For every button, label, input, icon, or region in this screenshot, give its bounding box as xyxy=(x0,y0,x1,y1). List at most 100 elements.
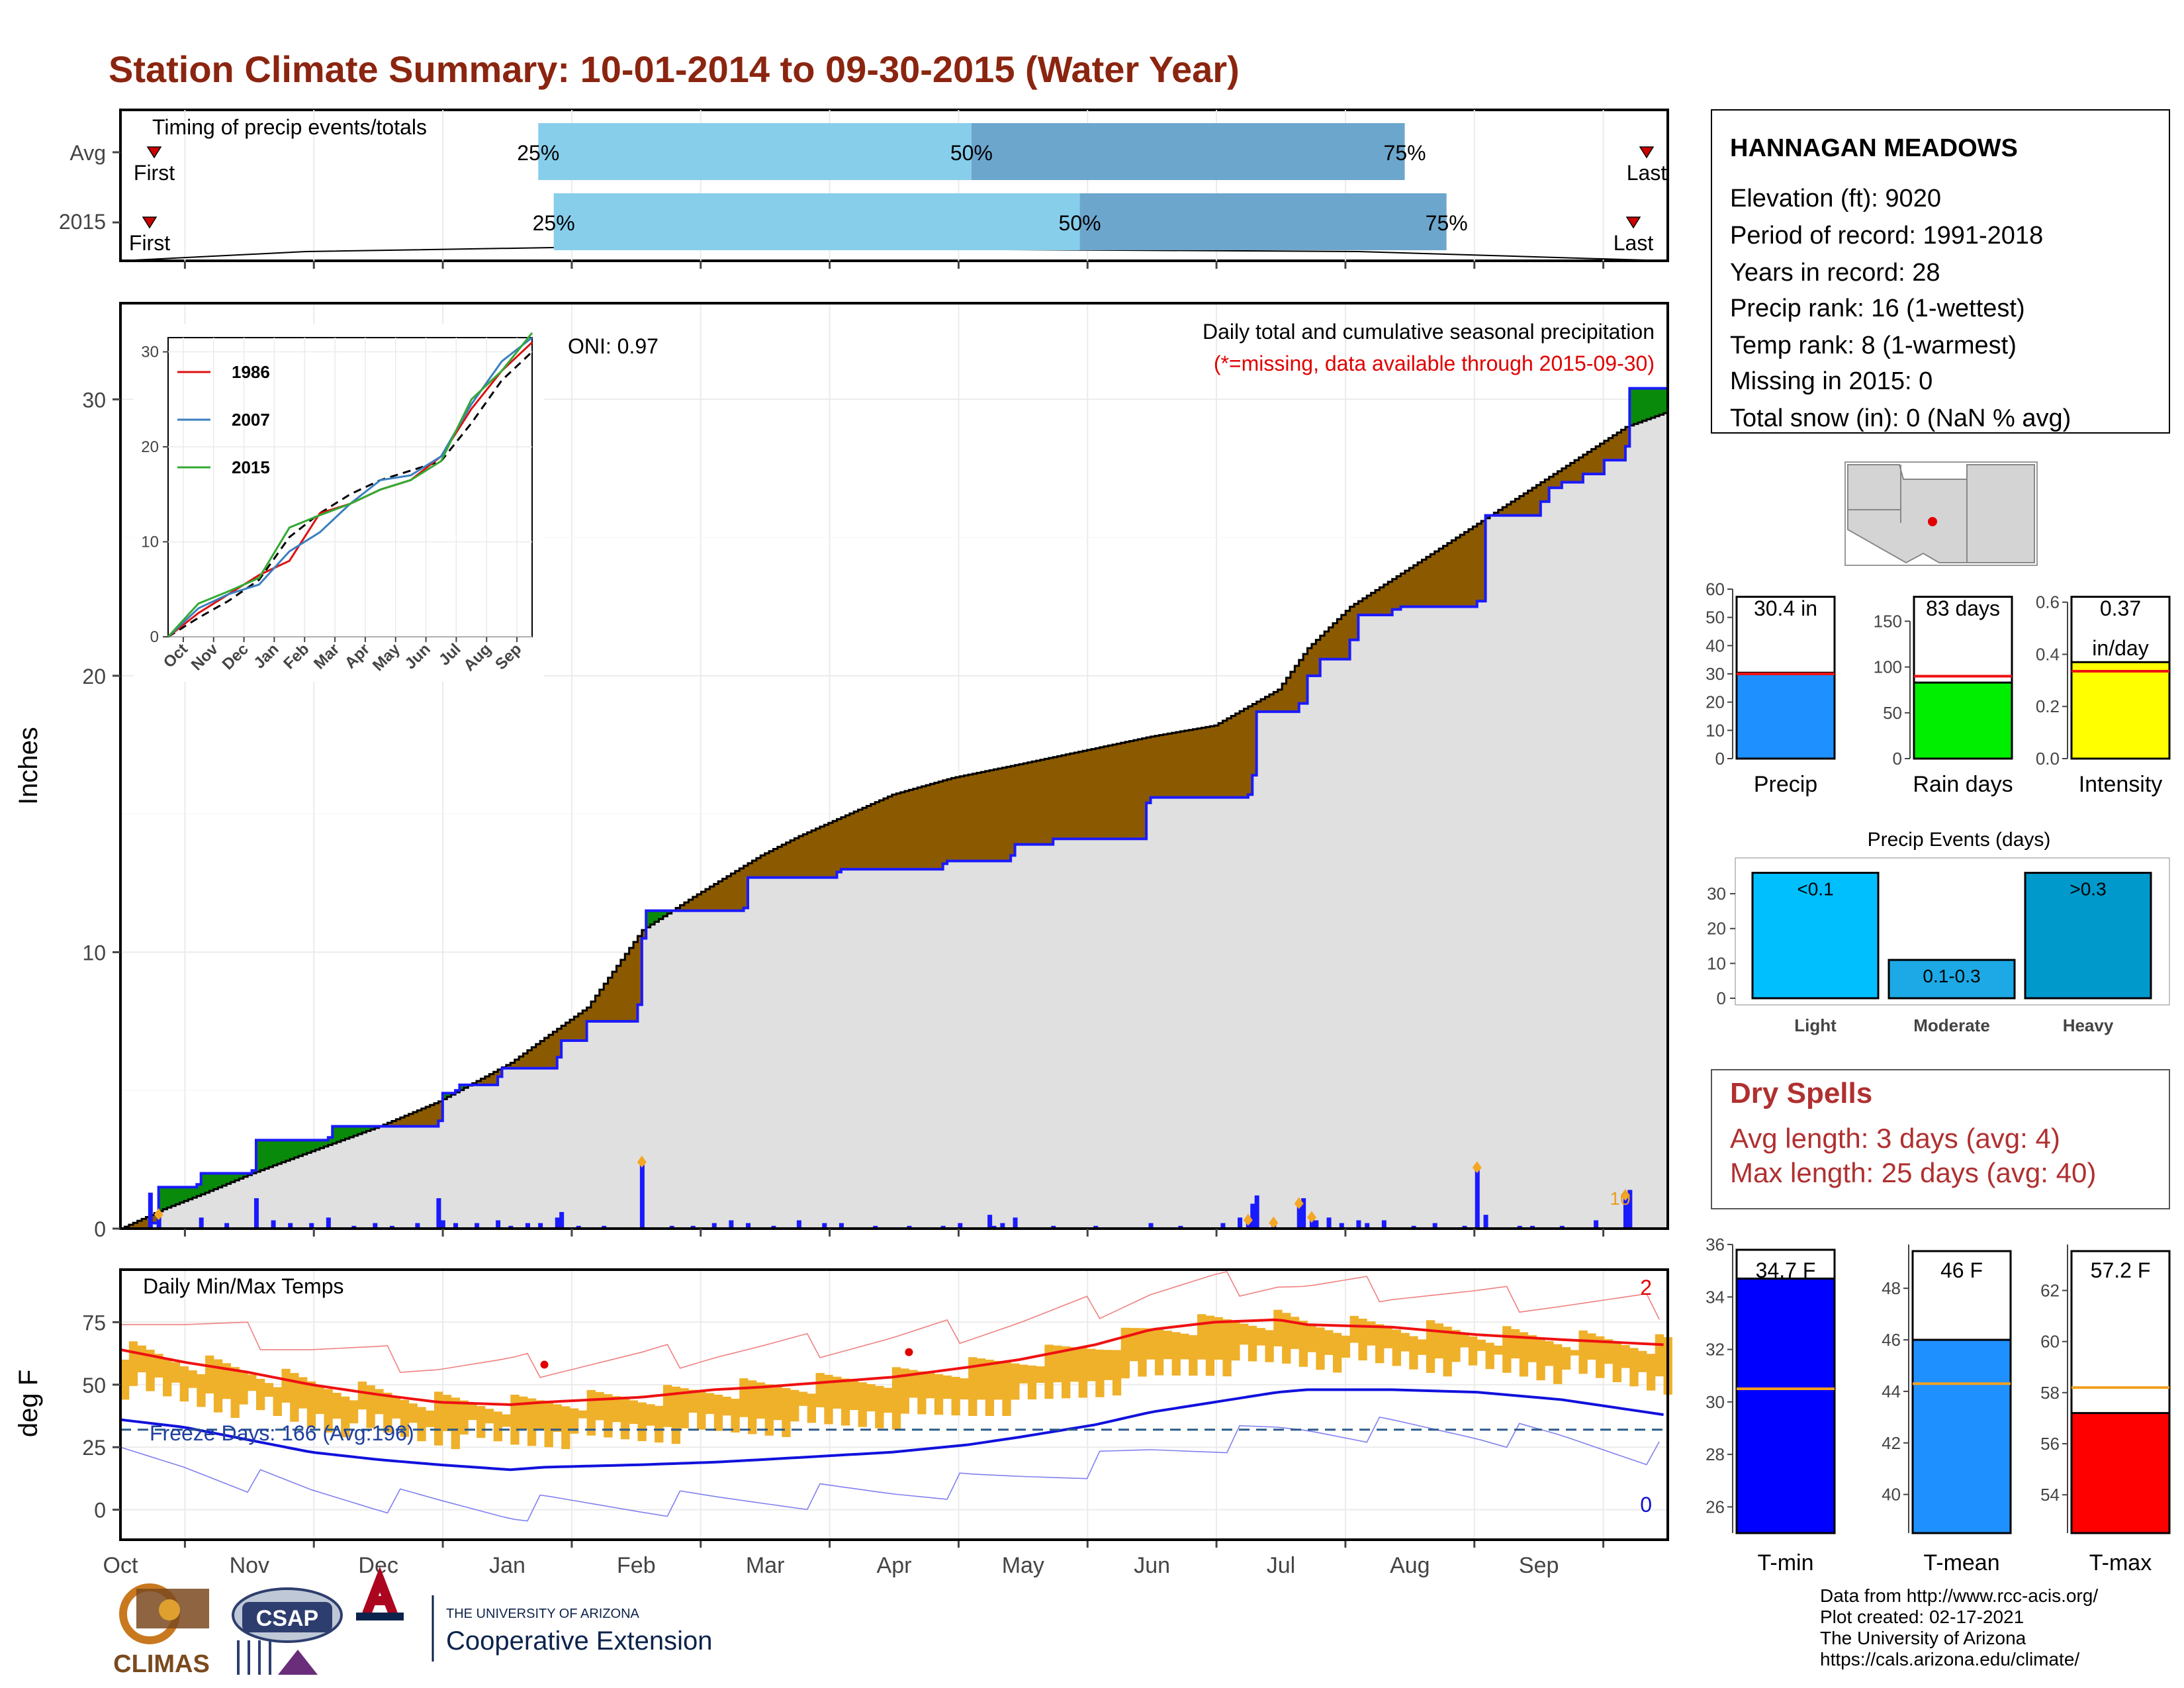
daily-temp-range xyxy=(1062,1346,1071,1399)
deficit-area xyxy=(718,881,723,911)
deficit-area xyxy=(989,770,995,861)
deficit-area xyxy=(133,1223,138,1229)
deficit-area xyxy=(862,808,867,870)
daily-temp-range xyxy=(1256,1328,1265,1346)
events-y-tick-label: 10 xyxy=(1707,953,1726,973)
deficit-area xyxy=(705,889,710,911)
daily-temp-range xyxy=(1409,1336,1418,1370)
surplus-area xyxy=(230,1173,236,1182)
surplus-area xyxy=(175,1187,181,1205)
deficit-area xyxy=(1163,734,1168,798)
stat-value-label: 30.4 in xyxy=(1754,596,1817,620)
deficit-area xyxy=(404,1115,410,1127)
timing-label-75: 75% xyxy=(1384,141,1426,165)
deficit-area xyxy=(1261,699,1266,712)
daily-temp-range xyxy=(697,1391,706,1430)
deficit-area xyxy=(913,788,918,870)
surplus-area xyxy=(209,1173,214,1192)
deficit-area xyxy=(794,838,799,878)
daily-temp-range xyxy=(248,1374,257,1391)
daily-temp-range xyxy=(1112,1350,1122,1396)
daily-temp-range xyxy=(451,1397,460,1450)
daily-precip-bar xyxy=(148,1192,153,1229)
deficit-area xyxy=(824,824,829,878)
deficit-area xyxy=(769,851,774,878)
deficit-area xyxy=(1362,598,1367,615)
daily-temp-range xyxy=(858,1382,867,1427)
deficit-area xyxy=(1048,758,1054,845)
tempbar-t-mean xyxy=(1911,1338,2012,1534)
deficit-area xyxy=(412,1112,418,1127)
daily-precip-bar xyxy=(1250,1203,1255,1229)
deficit-area xyxy=(1150,736,1156,798)
daily-temp-range xyxy=(1273,1309,1283,1346)
daily-precip-bar xyxy=(538,1223,543,1229)
daily-temp-range xyxy=(1027,1365,1037,1400)
surplus-area xyxy=(353,1126,359,1136)
deficit-area xyxy=(514,1059,520,1068)
deficit-area xyxy=(1506,504,1512,516)
deficit-area xyxy=(1057,756,1062,839)
deficit-area xyxy=(1171,733,1177,798)
daily-precip-bar xyxy=(525,1223,530,1229)
deficit-area xyxy=(1612,435,1617,461)
daily-temp-range xyxy=(620,1398,630,1440)
deficit-area xyxy=(1591,449,1596,475)
deficit-area xyxy=(1053,757,1058,839)
stat-y-tick-label: 40 xyxy=(1706,635,1725,655)
deficit-area xyxy=(1044,759,1050,845)
daily-precip-bar xyxy=(415,1223,420,1229)
deficit-area xyxy=(875,802,880,870)
daily-temp-range xyxy=(1451,1330,1461,1362)
daily-temp-range xyxy=(383,1392,392,1433)
daily-temp-range xyxy=(239,1370,248,1405)
tempbar-value-label: 57.2 F xyxy=(2091,1258,2151,1282)
deficit-area xyxy=(887,796,893,870)
daily-temp-range xyxy=(976,1358,986,1400)
deficit-area xyxy=(896,793,901,870)
tempbar-y-tick-label: 34 xyxy=(1706,1287,1725,1307)
deficit-area xyxy=(790,840,796,878)
deficit-area xyxy=(748,863,753,878)
deficit-area xyxy=(1303,654,1308,704)
daily-temp-range xyxy=(798,1391,808,1406)
deficit-area xyxy=(1418,562,1423,607)
deficit-area xyxy=(548,1035,553,1068)
daily-precip-bar xyxy=(907,1225,912,1229)
deficit-area xyxy=(396,1119,401,1127)
daily-precip-bar xyxy=(991,1225,997,1229)
deficit-area xyxy=(1193,729,1198,798)
daily-precip-bar xyxy=(873,1225,878,1229)
deficit-area xyxy=(1540,482,1545,502)
daily-temp-range xyxy=(1197,1314,1206,1360)
daily-precip-bar xyxy=(1297,1203,1302,1229)
daily-temp-range xyxy=(510,1394,520,1445)
deficit-area xyxy=(1477,524,1482,602)
surplus-area xyxy=(1642,388,1647,421)
deficit-area xyxy=(905,791,910,870)
surplus-area xyxy=(264,1140,269,1169)
deficit-area xyxy=(726,876,731,911)
deficit-area xyxy=(1184,730,1189,798)
surplus-area xyxy=(1655,388,1660,416)
surplus-area xyxy=(1663,388,1668,414)
deficit-area xyxy=(1290,671,1295,712)
deficit-area xyxy=(1282,683,1287,712)
month-label-aug: Aug xyxy=(1390,1553,1430,1578)
daily-temp-range xyxy=(315,1385,324,1415)
surplus-area xyxy=(298,1140,304,1156)
deficit-area xyxy=(1439,548,1444,607)
surplus-area xyxy=(1651,388,1656,418)
daily-temp-range xyxy=(1383,1327,1393,1348)
deficit-area xyxy=(1617,432,1622,461)
deficit-area xyxy=(544,1037,549,1068)
deficit-area xyxy=(1320,635,1325,659)
daily-temp-range xyxy=(1146,1328,1156,1360)
daily-temp-range xyxy=(782,1387,791,1437)
daily-temp-range xyxy=(764,1384,774,1436)
daily-temp-range xyxy=(1655,1334,1664,1377)
deficit-area xyxy=(1201,727,1206,798)
deficit-area xyxy=(625,953,630,1021)
daily-temp-range xyxy=(1265,1330,1274,1362)
deficit-area xyxy=(692,896,698,911)
